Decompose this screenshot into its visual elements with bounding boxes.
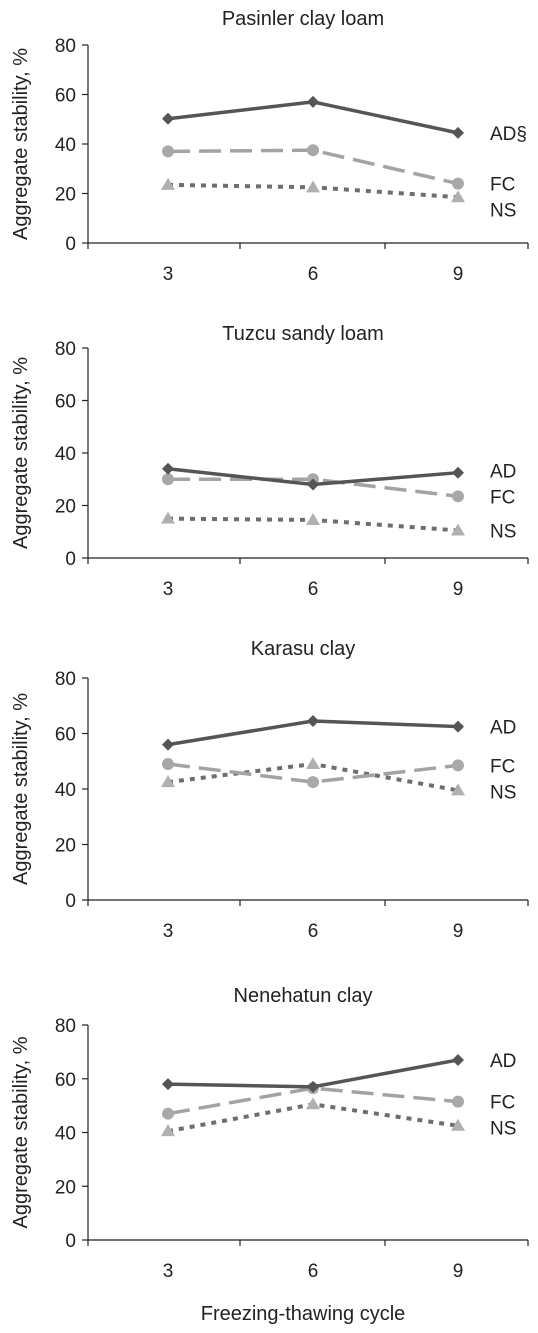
series-line-fc [167,1086,459,1116]
series-label: NS [490,521,516,542]
data-point [451,783,465,796]
data-point [162,145,174,158]
series-label: NS [490,1119,516,1140]
data-point [161,177,175,190]
data-point [306,512,320,525]
data-point [452,1053,464,1066]
y-tick-label: 40 [55,135,76,156]
x-tick-label: 3 [163,264,174,285]
x-tick-label: 9 [453,264,464,285]
y-tick-label: 20 [55,1177,76,1198]
y-axis-label: Aggregate stability, % [10,1036,32,1228]
y-tick-label: 20 [55,497,76,518]
y-tick-label: 40 [55,444,76,465]
data-point [452,759,464,772]
y-tick-label: 40 [55,780,76,801]
y-tick-label: 0 [65,234,76,255]
y-tick-label: 0 [65,1231,76,1252]
series-label: FC [490,175,515,196]
chart-title: Nenehatun clay [234,985,373,1007]
data-point [307,1080,319,1093]
y-tick-label: 80 [55,669,76,690]
data-point [306,180,320,193]
y-tick-label: 40 [55,1124,76,1145]
data-point [452,490,464,503]
chart-panel-4: Nenehatun clay 0 20 40 60 80 3 6 9 Aggregate stab… [10,985,529,1325]
x-tick-label: 3 [163,579,174,600]
data-point [161,511,175,524]
chart-panel-2: Tuzcu sandy loam 0 20 40 60 80 3 6 9 Aggregate st… [10,323,529,600]
x-tick-label: 3 [163,1261,174,1282]
y-tick-label: 60 [55,725,76,746]
series-label: AD [490,461,516,482]
data-point [162,473,174,486]
chart-title: Karasu clay [251,638,356,660]
data-point [162,758,174,771]
series-label: FC [490,756,515,777]
data-point [162,738,174,751]
y-tick-label: 20 [55,185,76,206]
x-tick-label: 3 [163,921,174,942]
data-point [307,95,319,108]
x-axis-label: Freezing-thawing cycle [201,1303,406,1325]
data-point [452,720,464,733]
y-tick-label: 0 [65,549,76,570]
x-tick-label: 6 [308,579,319,600]
series-line-fc [167,762,459,784]
data-point [162,462,174,475]
y-axis-label: Aggregate stability, % [10,48,32,240]
x-tick-label: 9 [453,921,464,942]
chart-panel-1: Pasinler clay loam 0 20 40 60 80 3 6 9 Aggregate … [10,8,529,285]
data-point [452,126,464,139]
data-point [307,478,319,491]
data-point [162,1107,174,1120]
data-point [306,757,320,770]
data-point [452,1095,464,1108]
x-tick-label: 6 [308,921,319,942]
data-point [307,144,319,157]
data-point [307,776,319,789]
series-label: AD [490,718,516,739]
data-point [307,715,319,728]
data-point [451,1118,465,1131]
y-tick-label: 60 [55,1070,76,1091]
series-label: AD [490,1051,516,1072]
data-point [306,1097,320,1110]
series-label: FC [490,1093,515,1114]
data-point [451,190,465,203]
data-point [162,1078,174,1091]
series-label: NS [490,782,516,803]
data-point [452,177,464,190]
y-axis-label: Aggregate stability, % [10,693,32,885]
chart-title: Pasinler clay loam [222,8,384,30]
x-tick-label: 9 [453,579,464,600]
y-tick-label: 80 [55,36,76,57]
series-label: FC [490,487,515,508]
y-tick-label: 20 [55,836,76,857]
y-tick-label: 60 [55,392,76,413]
x-tick-label: 6 [308,1261,319,1282]
data-point [451,523,465,536]
x-tick-label: 6 [308,264,319,285]
data-point [161,775,175,788]
series-label: AD§ [490,124,527,145]
y-tick-label: 60 [55,86,76,107]
y-axis-label: Aggregate stability, % [10,357,32,549]
chart-title: Tuzcu sandy loam [222,323,384,345]
series-label: NS [490,201,516,222]
data-point [452,466,464,479]
data-point [161,1124,175,1137]
data-point [162,112,174,125]
y-tick-label: 0 [65,891,76,912]
x-tick-label: 9 [453,1261,464,1282]
chart-panel-3: Karasu clay 0 20 40 60 80 3 6 9 Aggregate stabili… [10,638,529,942]
y-tick-label: 80 [55,1016,76,1037]
y-tick-label: 80 [55,339,76,360]
